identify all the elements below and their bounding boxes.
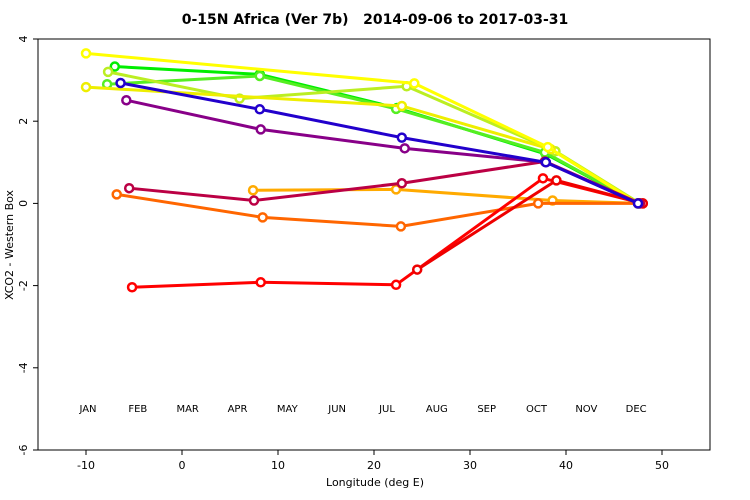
x-tick-label: 10 <box>271 459 285 472</box>
legend-label: JUN <box>327 404 346 415</box>
legend-label: JAN <box>78 404 96 415</box>
data-point <box>254 104 266 115</box>
x-tick-label: 20 <box>367 459 381 472</box>
data-point <box>396 178 408 189</box>
legend-label: SEP <box>477 404 496 415</box>
data-point <box>532 198 544 209</box>
data-point <box>109 61 121 72</box>
y-tick-label: 4 <box>17 36 30 43</box>
data-point <box>247 184 259 196</box>
data-point <box>396 100 408 112</box>
legend-label: FEB <box>128 404 147 415</box>
data-point <box>248 195 260 206</box>
legend-label: JUL <box>378 404 395 415</box>
series-line <box>85 85 639 205</box>
y-axis-label: XCO2 - Western Box <box>3 189 16 300</box>
data-point <box>411 264 423 275</box>
legend-label: NOV <box>575 404 597 415</box>
data-point <box>399 143 410 154</box>
legend-label: APR <box>228 404 248 415</box>
series-line <box>85 51 639 205</box>
series-line <box>126 98 639 205</box>
legend-label: MAY <box>277 404 299 415</box>
data-point <box>102 66 114 78</box>
y-tick-label: -2 <box>17 280 30 291</box>
data-point <box>396 132 408 143</box>
series-line <box>116 192 640 228</box>
x-tick-label: -10 <box>77 459 95 472</box>
data-point <box>111 189 122 200</box>
data-point <box>80 81 92 93</box>
data-point <box>632 198 644 209</box>
data-point <box>537 173 549 184</box>
data-point <box>551 175 562 186</box>
legend-label: AUG <box>426 404 448 415</box>
chart-title: 0-15N Africa (Ver 7b) 2014-09-06 to 2017… <box>182 12 569 28</box>
data-point <box>254 70 266 82</box>
y-tick-label: 2 <box>17 118 30 125</box>
plot-frame <box>37 38 711 451</box>
series-line <box>253 187 640 205</box>
data-point <box>255 277 266 288</box>
y-tick-label: -6 <box>17 445 30 456</box>
data-point <box>121 94 132 106</box>
data-point <box>123 182 135 194</box>
x-tick-label: 0 <box>179 459 186 472</box>
data-point <box>257 212 268 223</box>
data-point <box>395 221 407 232</box>
data-point <box>126 281 138 293</box>
y-tick-label: 0 <box>17 200 30 207</box>
data-point <box>255 124 266 135</box>
legend-label: DEC <box>626 404 647 415</box>
data-point <box>542 141 554 153</box>
data-point <box>540 157 552 168</box>
x-tick-label: 30 <box>463 459 477 472</box>
data-point <box>80 48 92 59</box>
legend-label: OCT <box>526 404 548 415</box>
data-point <box>115 77 126 89</box>
y-tick-label: -4 <box>17 362 30 373</box>
legend-label: MAR <box>176 404 198 415</box>
x-tick-label: 50 <box>655 459 669 472</box>
x-axis-label: Longitude (deg E) <box>326 476 424 489</box>
data-point <box>390 279 402 291</box>
x-tick-label: 40 <box>559 459 573 472</box>
data-point <box>409 78 420 89</box>
